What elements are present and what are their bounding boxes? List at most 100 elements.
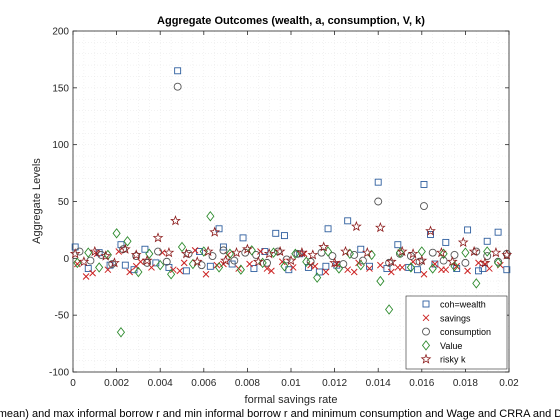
data-point [154,247,162,256]
data-point [95,262,104,273]
data-point [406,262,415,273]
x-marker-stroke [486,265,493,272]
legend: coh=wealth savings consumption Value risky k [405,295,508,370]
data-point [252,250,261,259]
x-marker-stroke [420,270,428,278]
data-point [416,254,428,266]
data-point [176,267,184,275]
legend-label: Value [440,341,462,351]
legend-entry-risky-k: risky k [420,353,466,365]
legend-entry-coh-wealth: coh=wealth [422,300,486,310]
data-point [247,245,256,256]
data-point [263,258,271,267]
data-point [89,245,101,257]
data-point [100,250,112,261]
x-marker-stroke [268,267,275,275]
chart-title: Aggregate Outcomes (wealth, a, consumpti… [157,15,425,27]
data-point [163,247,175,258]
data-point [357,245,365,253]
data-point [366,265,373,272]
data-point [206,211,215,222]
x-marker-stroke [464,267,471,275]
data-point [214,262,224,273]
x-marker-stroke [453,262,461,270]
data-point [296,247,308,258]
data-point [119,243,131,254]
data-point [169,266,177,274]
data-point [191,256,203,267]
data-point [123,236,132,247]
x-marker-stroke [74,260,81,268]
data-point [263,248,275,259]
x-marker-stroke [176,267,184,275]
data-point [242,243,253,254]
legend-entry-savings: savings [422,313,471,323]
data-point [112,228,121,239]
data-point [73,257,82,269]
series-savings [74,247,504,280]
data-point [464,267,471,275]
x-tick-label: 0.01 [281,378,301,389]
legend-marker [422,300,430,308]
legend-label: coh=wealth [440,300,486,310]
data-point [246,260,253,268]
x-marker-stroke [377,261,384,269]
data-point [74,260,81,268]
data-point [494,228,502,236]
data-point [282,255,291,264]
data-point [84,247,93,258]
data-point [130,249,142,260]
data-point [269,247,278,258]
data-point [503,266,511,274]
data-point [457,236,469,247]
x-axis-label: formal savings rate [245,394,338,406]
data-point [302,256,311,267]
x-marker-stroke [115,248,123,255]
x-tick-label: 0 [70,378,76,389]
data-point [315,268,323,276]
data-point [252,256,264,267]
x-marker-stroke [191,247,199,254]
data-point [329,257,340,268]
data-point [141,245,149,253]
data-point [313,272,322,283]
x-marker-stroke [422,314,430,322]
data-point [377,261,384,269]
legend-label: risky k [440,355,466,365]
data-point [152,232,164,243]
data-point [181,248,192,259]
x-marker-stroke [169,266,177,274]
x-tick-label: 0.016 [409,378,434,389]
data-point [356,259,365,271]
data-point [162,257,171,266]
data-point [339,260,348,268]
data-point [69,248,81,259]
x-marker-stroke [180,259,188,267]
data-point [250,265,258,273]
legend-marker [421,340,431,351]
data-point [132,252,141,261]
data-point [483,237,491,245]
data-point [374,197,383,206]
x-marker-stroke [366,265,373,272]
data-markers [69,67,513,338]
x-marker-stroke [257,248,264,255]
y-tick-label: 0 [63,254,69,265]
data-point [202,245,214,257]
data-point [180,259,188,267]
x-marker-stroke [394,264,402,271]
data-point [350,268,358,276]
data-point [468,245,480,257]
data-point [420,270,428,278]
data-point [206,262,214,270]
data-point [464,226,472,234]
data-point [191,247,199,254]
data-point [134,266,143,278]
legend-entry-value: Value [421,340,462,351]
data-point [453,265,461,273]
x-marker-stroke [311,262,319,270]
data-point [89,269,96,277]
data-point [322,262,330,270]
data-point [145,248,154,260]
data-point [407,248,419,259]
